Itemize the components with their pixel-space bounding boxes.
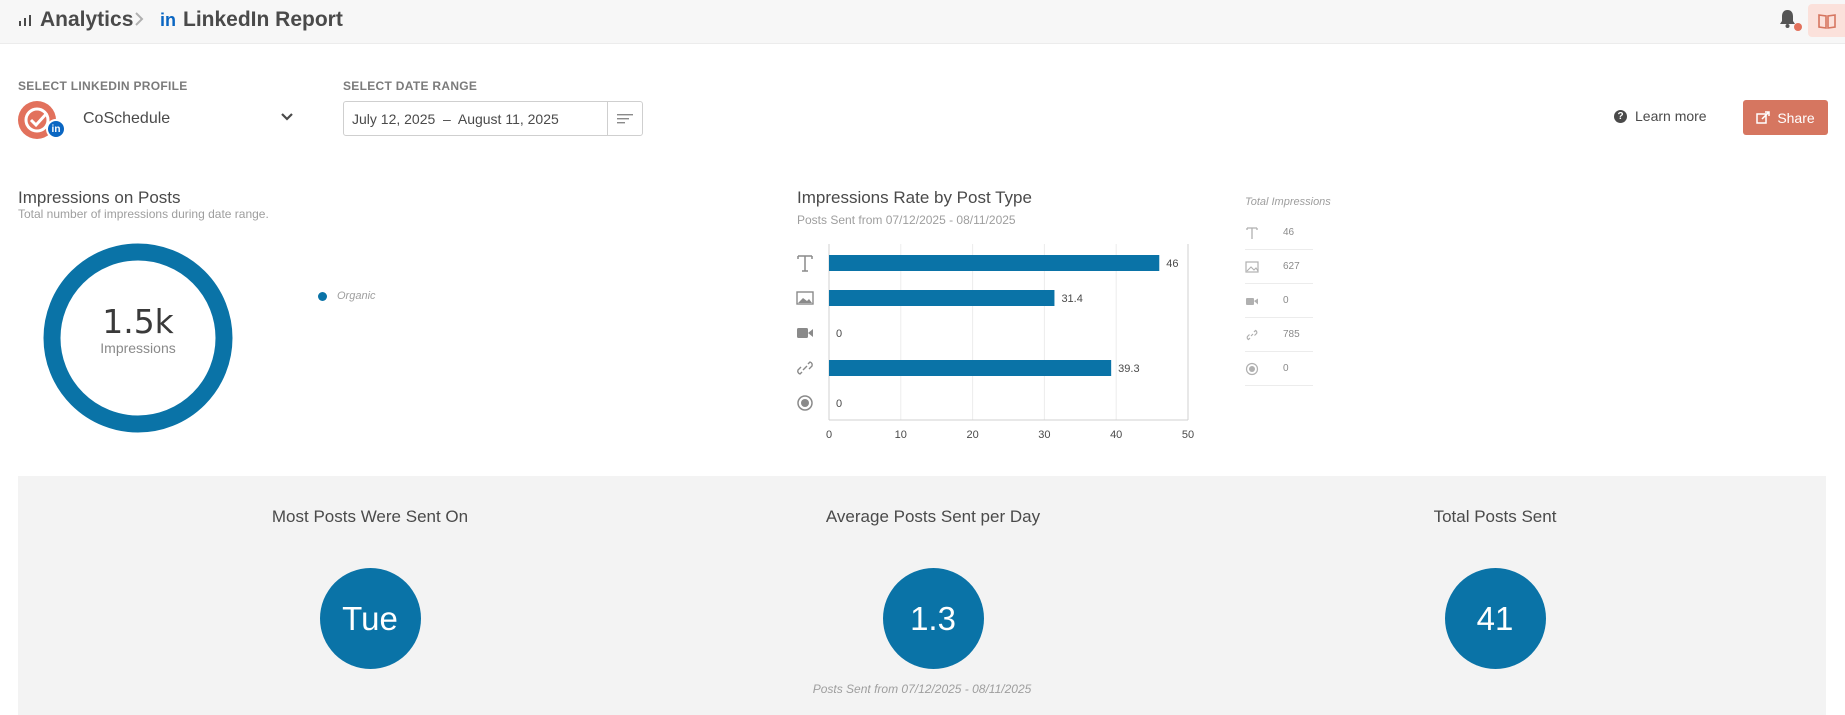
total-impressions-title: Total Impressions: [1245, 196, 1331, 208]
share-icon: [1756, 111, 1771, 124]
date-range-menu-button[interactable]: [607, 102, 642, 135]
link-icon: [797, 361, 813, 375]
avatar: in: [18, 101, 66, 139]
bar: [829, 360, 1112, 376]
rate-title: Impressions Rate by Post Type: [797, 188, 1032, 207]
stat-most-posts-title: Most Posts Were Sent On: [271, 507, 469, 526]
breadcrumb-report: in LinkedIn Report: [160, 8, 343, 32]
bar-value-label: 0: [836, 398, 842, 410]
linkedin-icon: in: [160, 9, 176, 30]
impressions-value-label: Impressions: [100, 340, 176, 356]
total-row-circle: 0: [1245, 352, 1313, 386]
docs-button[interactable]: [1808, 4, 1845, 37]
date-range-label: SELECT DATE RANGE: [343, 79, 478, 93]
legend-organic-label: Organic: [337, 290, 376, 302]
legend-dot: [318, 291, 327, 301]
linkedin-badge-icon: in: [46, 119, 66, 139]
circle-icon: [1245, 362, 1259, 376]
total-row-image: 627: [1245, 250, 1313, 284]
legend-organic[interactable]: Organic: [318, 290, 376, 302]
bar-value-label: 46: [1166, 258, 1178, 270]
x-tick-label: 30: [1038, 429, 1050, 441]
bar-value-label: 39.3: [1118, 363, 1139, 375]
rate-subtitle: Posts Sent from 07/12/2025 - 08/11/2025: [797, 213, 1016, 227]
circle-icon: [797, 395, 813, 411]
share-button[interactable]: Share: [1743, 100, 1828, 135]
posts-stats-panel: Most Posts Were Sent On Tue Average Post…: [18, 476, 1826, 715]
bar-value-label: 0: [836, 328, 842, 340]
profile-name: CoSchedule: [83, 110, 171, 127]
breadcrumb-report-label: LinkedIn Report: [183, 8, 343, 31]
breadcrumb-analytics[interactable]: Analytics: [18, 8, 133, 32]
learn-more-link[interactable]: ? Learn more: [1614, 108, 1707, 124]
total-value-link: 785: [1283, 329, 1300, 340]
rate-bar-chart: 0 10 20 30 40 50 46 31.4 0 39.3 0: [790, 236, 1210, 446]
total-row-video: 0: [1245, 284, 1313, 318]
bar: [829, 290, 1055, 306]
stat-average-posts: Average Posts Sent per Day 1.3: [743, 507, 1123, 669]
stat-average-posts-title: Average Posts Sent per Day: [825, 507, 1041, 526]
chevron-down-icon[interactable]: [280, 112, 294, 122]
link-icon: [1246, 329, 1258, 341]
image-icon: [1245, 261, 1259, 273]
rate-bar-chart-svg: 0 10 20 30 40 50 46 31.4 0 39.3 0: [796, 244, 1194, 441]
bar: [829, 255, 1160, 271]
stat-average-posts-value: 1.3: [882, 568, 984, 669]
bar-value-label: 31.4: [1061, 293, 1082, 305]
x-tick-label: 40: [1110, 429, 1122, 441]
stat-total-posts-value: 41: [1444, 568, 1546, 669]
stats-footer: Posts Sent from 07/12/2025 - 08/11/2025: [812, 682, 1032, 696]
video-icon: [797, 328, 813, 338]
profile-label: SELECT LINKEDIN PROFILE: [18, 79, 188, 93]
impressions-subtitle: Total number of impressions during date …: [18, 207, 269, 221]
date-range-picker[interactable]: July 12, 2025 – August 11, 2025: [343, 101, 643, 136]
total-value-image: 627: [1283, 261, 1300, 272]
coschedule-logo-icon: [24, 107, 50, 133]
learn-more-label: Learn more: [1635, 108, 1707, 124]
bar-chart-icon: [19, 15, 31, 26]
x-tick-label: 50: [1182, 429, 1194, 441]
impressions-value: 1.5k: [102, 302, 174, 341]
x-tick-label: 0: [826, 429, 832, 441]
breadcrumb-analytics-label: Analytics: [40, 8, 134, 31]
stat-most-posts-value: Tue: [319, 568, 421, 669]
book-icon: [1817, 13, 1836, 29]
share-label: Share: [1777, 109, 1815, 126]
total-value-text: 46: [1283, 227, 1295, 238]
total-value-video: 0: [1283, 295, 1289, 306]
notification-badge: [1794, 23, 1802, 31]
text-icon: [797, 255, 813, 272]
stat-most-posts: Most Posts Were Sent On Tue: [180, 507, 560, 669]
total-row-text: 46: [1245, 216, 1313, 250]
impressions-donut: [43, 243, 233, 433]
stat-total-posts-title: Total Posts Sent: [1433, 507, 1557, 526]
video-icon: [1246, 298, 1258, 305]
impressions-title: Impressions on Posts: [18, 188, 181, 207]
image-icon: [796, 291, 814, 305]
text-icon: [1246, 227, 1258, 239]
lines-icon: [617, 113, 633, 123]
stat-total-posts: Total Posts Sent 41: [1305, 507, 1685, 669]
x-tick-label: 10: [895, 429, 907, 441]
x-tick-label: 20: [966, 429, 978, 441]
profile-select[interactable]: in CoSchedule: [18, 100, 298, 140]
bell-icon[interactable]: [1779, 9, 1796, 29]
total-row-link: 785: [1245, 318, 1313, 352]
chevron-right-icon: [135, 12, 144, 26]
top-bar: Analytics in LinkedIn Report: [0, 0, 1845, 44]
question-icon: ?: [1614, 109, 1627, 123]
date-range-value[interactable]: July 12, 2025 – August 11, 2025: [352, 110, 559, 127]
total-value-circle: 0: [1283, 363, 1289, 374]
